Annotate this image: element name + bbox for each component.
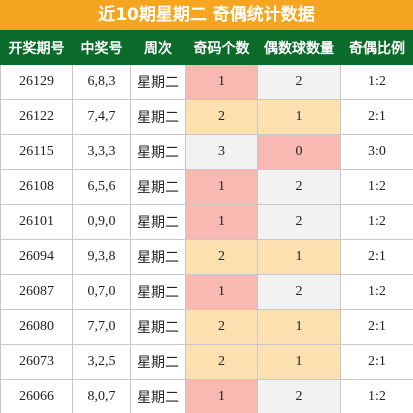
table-cell: 7,4,7 bbox=[72, 99, 131, 135]
table-cell: 26115 bbox=[0, 134, 73, 170]
table-cell: 1:2 bbox=[340, 64, 413, 100]
table-cell: 2 bbox=[257, 274, 341, 310]
title-bar: 近10期星期二 奇偶统计数据 bbox=[0, 0, 413, 30]
table-row: 26115 3,3,3 星期二 3 0 3:0 bbox=[0, 134, 413, 170]
table-cell: 0,9,0 bbox=[72, 204, 131, 240]
table-row: 26108 6,5,6 星期二 1 2 1:2 bbox=[0, 169, 413, 205]
table-cell: 1 bbox=[257, 99, 341, 135]
table-cell: 6,5,6 bbox=[72, 169, 131, 205]
table-cell: 2:1 bbox=[340, 239, 413, 275]
table-cell: 26080 bbox=[0, 309, 73, 345]
table-cell: 6,8,3 bbox=[72, 64, 131, 100]
table-cell: 26108 bbox=[0, 169, 73, 205]
table-cell: 星期二 bbox=[130, 344, 186, 380]
table-cell: 1 bbox=[257, 344, 341, 380]
table-cell: 26066 bbox=[0, 379, 73, 413]
table-cell: 星期二 bbox=[130, 239, 186, 275]
table-cell: 26094 bbox=[0, 239, 73, 275]
header-cell: 周次 bbox=[130, 30, 186, 65]
header-cell: 开奖期号 bbox=[0, 30, 73, 65]
table-cell: 9,3,8 bbox=[72, 239, 131, 275]
table-row: 26066 8,0,7 星期二 1 2 1:2 bbox=[0, 379, 413, 413]
table-cell: 星期二 bbox=[130, 309, 186, 345]
table-cell: 星期二 bbox=[130, 134, 186, 170]
table-cell: 2 bbox=[185, 239, 258, 275]
table-cell: 7,7,0 bbox=[72, 309, 131, 345]
table-cell: 2 bbox=[257, 379, 341, 413]
table-cell: 3,2,5 bbox=[72, 344, 131, 380]
table-cell: 0 bbox=[257, 134, 341, 170]
header-cell: 奇偶比例 bbox=[340, 30, 413, 65]
table-cell: 2:1 bbox=[340, 344, 413, 380]
table-cell: 1:2 bbox=[340, 379, 413, 413]
table-cell: 1 bbox=[257, 239, 341, 275]
stats-table: 开奖期号 中奖号 周次 奇码个数 偶数球数量 奇偶比例 26129 6,8,3 星期二 1 2 1:… bbox=[0, 30, 413, 413]
table-cell: 1 bbox=[257, 309, 341, 345]
header-cell: 偶数球数量 bbox=[257, 30, 341, 65]
table-cell: 1 bbox=[185, 379, 258, 413]
table-body: 26129 6,8,3 星期二 1 2 1:2 26122 7,4,7 星期二 2 1 2:1 2611… bbox=[0, 64, 413, 413]
table-cell: 2:1 bbox=[340, 309, 413, 345]
table-cell: 8,0,7 bbox=[72, 379, 131, 413]
table-cell: 0,7,0 bbox=[72, 274, 131, 310]
table-row: 26122 7,4,7 星期二 2 1 2:1 bbox=[0, 99, 413, 135]
table-cell: 1 bbox=[185, 169, 258, 205]
table-cell: 26101 bbox=[0, 204, 73, 240]
table-cell: 2 bbox=[257, 204, 341, 240]
table-cell: 星期二 bbox=[130, 379, 186, 413]
table-cell: 星期二 bbox=[130, 204, 186, 240]
table-cell: 星期二 bbox=[130, 274, 186, 310]
table-row: 26080 7,7,0 星期二 2 1 2:1 bbox=[0, 309, 413, 345]
table-row: 26094 9,3,8 星期二 2 1 2:1 bbox=[0, 239, 413, 275]
table-cell: 1:2 bbox=[340, 204, 413, 240]
table-cell: 26087 bbox=[0, 274, 73, 310]
table-cell: 1 bbox=[185, 64, 258, 100]
table-cell: 3:0 bbox=[340, 134, 413, 170]
table-cell: 2 bbox=[185, 344, 258, 380]
table-cell: 星期二 bbox=[130, 99, 186, 135]
table-row: 26087 0,7,0 星期二 1 2 1:2 bbox=[0, 274, 413, 310]
table-cell: 1:2 bbox=[340, 274, 413, 310]
table-cell: 3 bbox=[185, 134, 258, 170]
table-cell: 26073 bbox=[0, 344, 73, 380]
table-row: 26129 6,8,3 星期二 1 2 1:2 bbox=[0, 64, 413, 100]
header-cell: 奇码个数 bbox=[185, 30, 258, 65]
header-cell: 中奖号 bbox=[72, 30, 131, 65]
table-cell: 星期二 bbox=[130, 169, 186, 205]
table-cell: 1 bbox=[185, 204, 258, 240]
table-cell: 2 bbox=[185, 309, 258, 345]
table-cell: 2 bbox=[185, 99, 258, 135]
table-cell: 2:1 bbox=[340, 99, 413, 135]
table-cell: 星期二 bbox=[130, 64, 186, 100]
table-cell: 26122 bbox=[0, 99, 73, 135]
header-row: 开奖期号 中奖号 周次 奇码个数 偶数球数量 奇偶比例 bbox=[0, 30, 413, 65]
table-cell: 26129 bbox=[0, 64, 73, 100]
table-cell: 1 bbox=[185, 274, 258, 310]
table-cell: 2 bbox=[257, 169, 341, 205]
table-cell: 2 bbox=[257, 64, 341, 100]
table-row: 26073 3,2,5 星期二 2 1 2:1 bbox=[0, 344, 413, 380]
table-cell: 3,3,3 bbox=[72, 134, 131, 170]
table-row: 26101 0,9,0 星期二 1 2 1:2 bbox=[0, 204, 413, 240]
table-cell: 1:2 bbox=[340, 169, 413, 205]
